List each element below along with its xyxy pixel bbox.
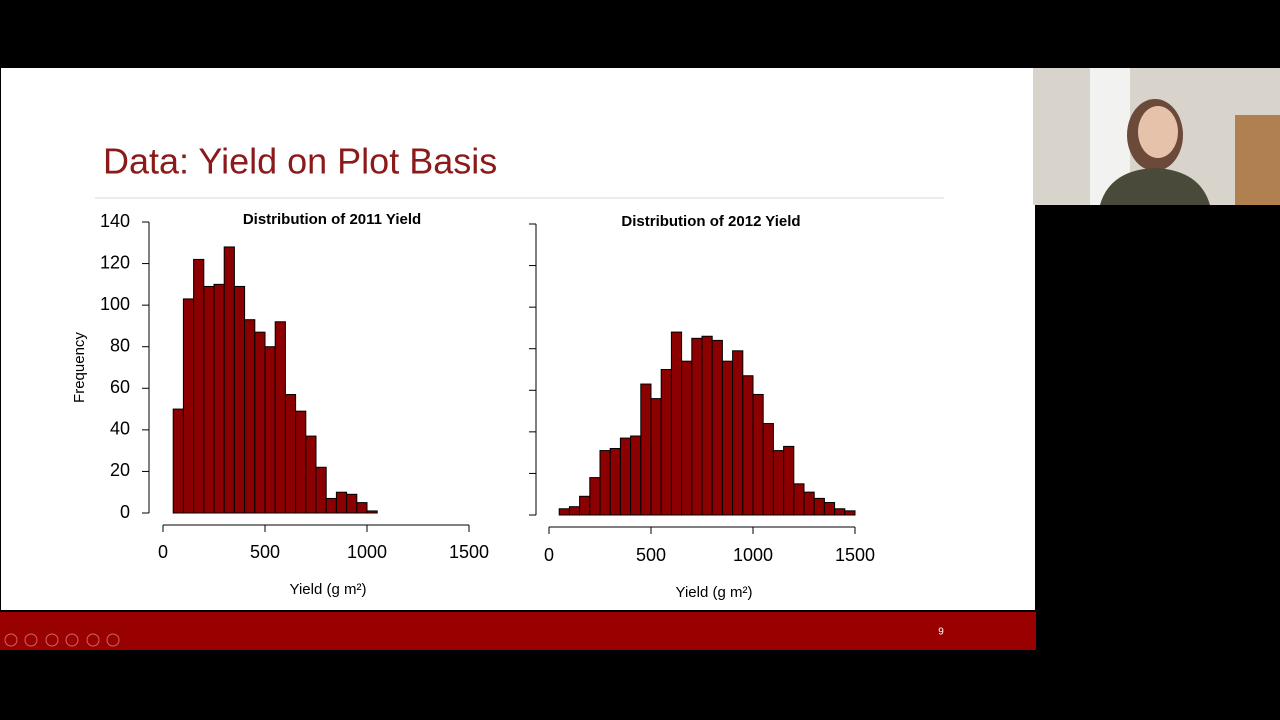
y-tick-label: 20 bbox=[110, 460, 130, 480]
bar bbox=[233, 285, 246, 514]
page-number: 9 bbox=[938, 627, 944, 638]
x-tick-label: 0 bbox=[544, 545, 554, 565]
x-tick-label: 500 bbox=[250, 542, 280, 562]
zoom-button[interactable] bbox=[86, 633, 100, 647]
y-tick-label: 100 bbox=[100, 294, 130, 314]
x-tick-label: 1000 bbox=[733, 545, 773, 565]
histogram: Distribution of 2011 Yield Yield (g m²) Fr… bbox=[71, 211, 489, 598]
bar bbox=[609, 447, 621, 516]
bar bbox=[721, 360, 734, 516]
bar bbox=[274, 321, 286, 514]
bar bbox=[619, 437, 632, 516]
webcam-face bbox=[1138, 106, 1178, 158]
bar bbox=[558, 508, 570, 516]
x-tick-label: 500 bbox=[636, 545, 666, 565]
x-tick-label: 1000 bbox=[347, 542, 387, 562]
slide-title: Data: Yield on Plot Basis bbox=[103, 141, 497, 182]
bar bbox=[295, 410, 307, 514]
bar bbox=[213, 283, 225, 514]
bar bbox=[599, 450, 611, 516]
y-tick-label: 140 bbox=[100, 211, 130, 231]
x-axis-label: Yield (g m²) bbox=[676, 584, 753, 601]
bar bbox=[813, 497, 825, 516]
y-tick-label: 80 bbox=[110, 335, 130, 355]
y-axis-label: Frequency bbox=[71, 332, 88, 403]
bar bbox=[762, 423, 774, 516]
bar bbox=[284, 394, 297, 514]
bar bbox=[772, 450, 785, 516]
bar bbox=[834, 508, 846, 516]
bar bbox=[182, 298, 195, 514]
bar bbox=[803, 491, 815, 516]
bar bbox=[630, 435, 642, 516]
bar bbox=[844, 510, 856, 516]
bar bbox=[203, 285, 215, 514]
bar bbox=[711, 339, 723, 516]
y-tick-label: 40 bbox=[110, 419, 130, 439]
prev-button[interactable] bbox=[4, 633, 18, 647]
more-button[interactable] bbox=[106, 633, 120, 647]
bar bbox=[223, 246, 235, 514]
slide bbox=[1, 68, 1035, 610]
bar bbox=[568, 506, 581, 516]
next-button[interactable] bbox=[24, 633, 38, 647]
bar bbox=[660, 369, 672, 516]
bar bbox=[670, 331, 683, 516]
pen-button[interactable] bbox=[45, 633, 59, 647]
bar bbox=[752, 393, 764, 516]
bar bbox=[650, 398, 662, 516]
bar bbox=[793, 483, 805, 516]
webcam bbox=[1033, 68, 1280, 205]
bar bbox=[579, 495, 591, 516]
bar bbox=[172, 408, 184, 514]
y-tick-label: 60 bbox=[110, 377, 130, 397]
bar bbox=[823, 502, 836, 516]
slides-button[interactable] bbox=[65, 633, 79, 647]
y-tick-label: 0 bbox=[120, 502, 130, 522]
bar bbox=[742, 375, 754, 516]
bar bbox=[325, 497, 337, 514]
x-tick-label: 1500 bbox=[449, 542, 489, 562]
bar bbox=[264, 346, 276, 514]
bar bbox=[193, 258, 205, 514]
bar bbox=[335, 491, 348, 514]
bar bbox=[589, 477, 601, 516]
bar bbox=[701, 335, 713, 516]
x-axis-label: Yield (g m²) bbox=[290, 581, 367, 598]
chart-title: Distribution of 2012 Yield bbox=[621, 213, 800, 230]
footer-bar bbox=[0, 612, 1036, 650]
webcam-body bbox=[1100, 168, 1210, 205]
bar bbox=[305, 435, 317, 514]
webcam-door bbox=[1235, 115, 1280, 205]
bar bbox=[640, 383, 652, 516]
chart-title: Distribution of 2011 Yield bbox=[243, 211, 421, 228]
bar bbox=[691, 337, 703, 516]
bar bbox=[783, 445, 795, 516]
histogram: Distribution of 2012 Yield Yield (g m²) 0 5… bbox=[529, 213, 875, 601]
bar bbox=[254, 331, 266, 514]
x-tick-label: 0 bbox=[158, 542, 168, 562]
bar bbox=[681, 360, 693, 516]
bar bbox=[315, 466, 327, 514]
bar bbox=[366, 510, 378, 514]
bar bbox=[346, 493, 358, 514]
bar bbox=[244, 319, 256, 514]
y-tick-label: 120 bbox=[100, 252, 130, 272]
bar bbox=[732, 350, 744, 516]
x-tick-label: 1500 bbox=[835, 545, 875, 565]
toolbar bbox=[4, 633, 120, 647]
bar bbox=[356, 502, 368, 514]
